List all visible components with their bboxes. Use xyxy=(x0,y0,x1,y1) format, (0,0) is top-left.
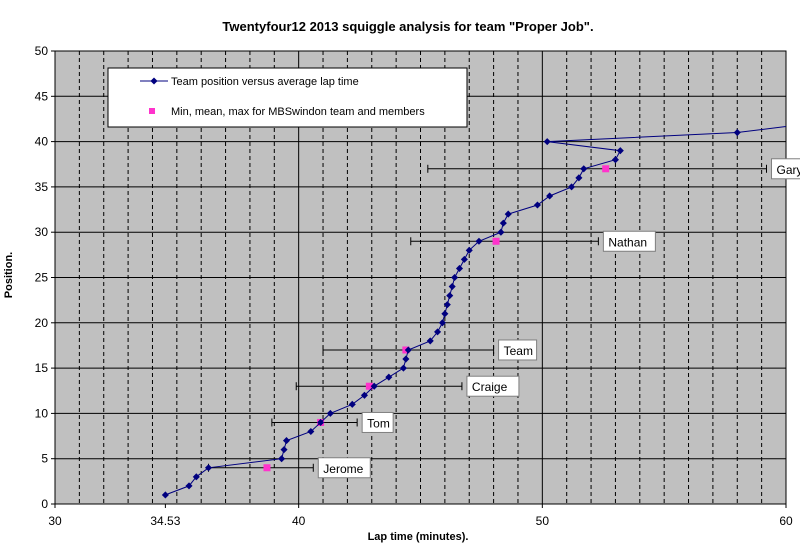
data-point xyxy=(280,446,288,454)
data-point xyxy=(465,246,473,254)
data-point xyxy=(580,165,588,173)
data-point xyxy=(611,156,619,164)
x-tick-label: 34.53 xyxy=(150,514,180,528)
legend-label-team: Team position versus average lap time xyxy=(171,76,359,88)
data-point xyxy=(438,319,446,327)
mean-marker xyxy=(365,382,373,390)
range-label: Nathan xyxy=(608,235,647,249)
x-tick-label: 60 xyxy=(779,514,793,528)
data-point xyxy=(475,237,483,245)
mean-marker xyxy=(263,464,271,472)
data-point xyxy=(326,409,334,417)
data-point xyxy=(733,129,741,137)
legend-square-swatch xyxy=(149,108,155,114)
data-point xyxy=(204,464,213,472)
data-point xyxy=(497,228,505,236)
legend: Team position versus average lap time Mi… xyxy=(107,67,468,128)
data-point xyxy=(404,346,412,354)
data-point xyxy=(161,491,169,499)
legend-box xyxy=(107,67,468,128)
y-tick-label: 35 xyxy=(35,180,49,194)
x-axis-label: Lap time (minutes). xyxy=(368,531,469,543)
data-point xyxy=(426,337,434,345)
data-point xyxy=(446,292,454,300)
range-label: Craige xyxy=(472,380,508,394)
data-point xyxy=(546,192,554,200)
y-tick-label: 15 xyxy=(35,361,49,375)
range-label: Tom xyxy=(367,416,390,430)
data-point xyxy=(192,473,200,481)
data-point xyxy=(360,391,368,399)
range-label-box xyxy=(466,375,520,397)
team-series xyxy=(161,126,786,499)
data-point xyxy=(399,364,407,372)
data-point xyxy=(185,482,193,490)
x-tick-label: 50 xyxy=(536,514,550,528)
range-labels: Jerome Tom Craige Team Nathan Gary xyxy=(317,158,800,479)
data-point xyxy=(317,418,325,426)
data-point xyxy=(448,283,456,291)
range-label-box xyxy=(602,230,656,252)
data-point xyxy=(278,455,286,463)
y-tick-label: 0 xyxy=(41,497,48,511)
legend-diamond-swatch xyxy=(150,77,158,85)
data-point xyxy=(434,328,442,336)
range-label: Jerome xyxy=(323,462,363,476)
range-bars xyxy=(208,164,768,472)
data-point xyxy=(348,400,356,408)
data-point xyxy=(307,427,315,436)
data-point xyxy=(441,310,449,318)
range-label-box xyxy=(771,158,800,180)
y-tick-label: 20 xyxy=(35,316,49,330)
data-point xyxy=(370,382,378,390)
axes: 0 5 10 15 20 25 30 35 40 45 50 30 34.53 40 50 60 xyxy=(35,44,793,528)
data-point xyxy=(499,219,507,227)
y-tick-label: 25 xyxy=(35,271,49,285)
data-point xyxy=(460,255,468,263)
mean-marker xyxy=(492,237,500,245)
legend-label-range: Min, mean, max for MBSwindon team and me… xyxy=(171,106,425,118)
y-axis-label: Position. xyxy=(3,252,15,298)
y-tick-label: 50 xyxy=(35,44,49,58)
data-point xyxy=(385,373,393,381)
grid-lines xyxy=(55,51,786,504)
y-tick-label: 40 xyxy=(35,135,49,149)
data-point xyxy=(568,183,576,191)
data-point xyxy=(533,201,541,209)
data-point xyxy=(616,147,624,155)
y-tick-label: 45 xyxy=(35,89,49,103)
range-label: Team xyxy=(504,344,533,358)
range-label-box xyxy=(498,339,538,361)
range-label-box xyxy=(361,411,394,433)
data-point xyxy=(504,210,512,218)
range-label: Gary xyxy=(777,163,800,177)
data-point xyxy=(543,138,551,146)
data-point xyxy=(455,264,464,272)
y-tick-label: 10 xyxy=(35,406,49,420)
data-point xyxy=(443,301,451,309)
data-point xyxy=(575,174,583,182)
mean-marker xyxy=(602,165,610,173)
y-tick-label: 5 xyxy=(41,452,48,466)
y-tick-label: 30 xyxy=(35,225,49,239)
data-point xyxy=(402,355,410,363)
chart-title: Twentyfour12 2013 squiggle analysis for … xyxy=(222,19,593,34)
x-tick-label: 30 xyxy=(48,514,62,528)
data-point xyxy=(282,437,291,445)
x-tick-label: 40 xyxy=(292,514,306,528)
data-point xyxy=(451,273,459,282)
range-label-box xyxy=(317,457,371,479)
